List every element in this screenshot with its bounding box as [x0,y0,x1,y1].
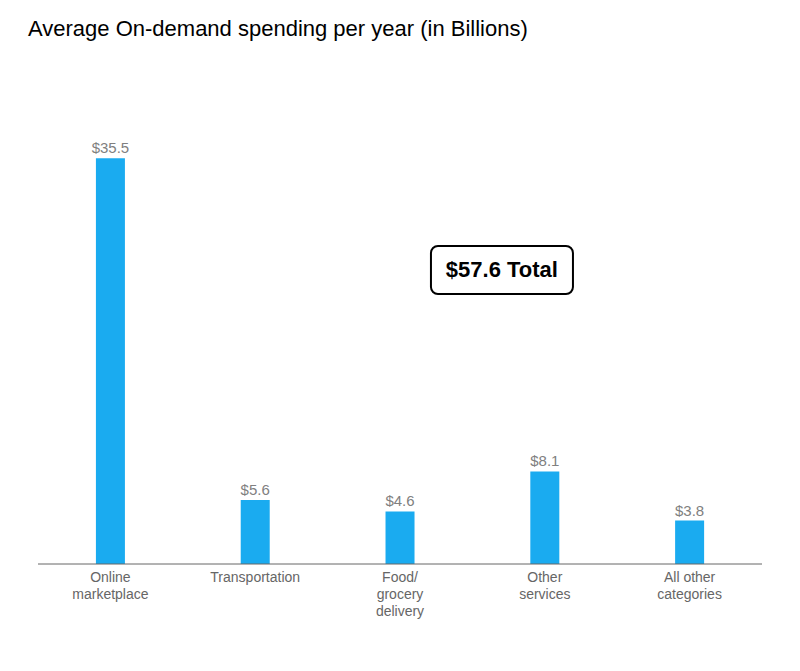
svg-text:$3.8: $3.8 [675,502,704,519]
svg-text:Otherservices: Otherservices [519,569,570,602]
svg-text:Food/grocerydelivery: Food/grocerydelivery [376,569,424,619]
svg-text:$8.1: $8.1 [530,452,559,469]
html-text:Average On-demand spending per: Average On-demand spending per year (in … [28,16,528,41]
svg-text:$4.6: $4.6 [385,492,414,509]
svg-text:Onlinemarketplace: Onlinemarketplace [72,569,148,602]
svg-text:$35.5: $35.5 [92,139,130,156]
svg-text:All othercategories: All othercategories [657,569,722,602]
svg-text:Transportation: Transportation [210,569,300,585]
svg-text:$5.6: $5.6 [241,481,270,498]
html-text:$57.6 Total: $57.6 Total [445,257,558,282]
